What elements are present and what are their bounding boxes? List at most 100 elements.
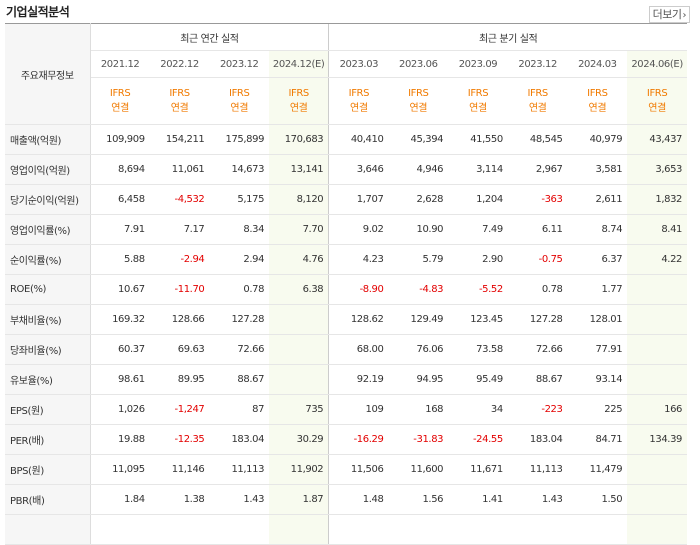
table-cell: 43,437 (627, 124, 687, 155)
table-cell: 5.88 (90, 244, 150, 275)
row-label: 당좌비율(%) (5, 334, 91, 365)
accounting-basis: IFRS 연결 (328, 77, 389, 125)
table-cell: -363 (507, 184, 568, 215)
table-cell: 34 (448, 394, 508, 425)
table-cell: 3,114 (448, 154, 508, 185)
row-header-label: 주요재무정보 (5, 23, 91, 125)
table-row: 당기순이익(억원) 6,458 -4,532 5,175 8,120 1,707 2,628… (5, 184, 687, 215)
period-header: 2024.03 (567, 50, 628, 78)
table-cell: 69.63 (149, 334, 210, 365)
more-button[interactable]: 더보기› (648, 6, 690, 23)
table-cell: 40,410 (328, 124, 389, 155)
table-cell: 170,683 (269, 124, 329, 155)
period-header: 2024.06(E) (627, 50, 687, 78)
row-label: 영업이익(억원) (5, 154, 91, 185)
table-cell: 1.43 (507, 484, 568, 515)
table-cell: 109 (328, 394, 389, 425)
table-cell (627, 484, 687, 515)
table-cell: 87 (209, 394, 270, 425)
scope-label: 연결 (588, 103, 607, 114)
table-cell: 11,113 (209, 454, 270, 485)
table-cell: 8,120 (269, 184, 329, 215)
table-cell: 109,909 (90, 124, 150, 155)
basis-label: IFRS (348, 88, 370, 99)
table-cell (507, 514, 568, 545)
table-cell (627, 514, 687, 545)
table-cell: 11,506 (328, 454, 389, 485)
table-cell: 72.66 (209, 334, 270, 365)
table-cell: 94.95 (388, 364, 449, 395)
table-cell: 129.49 (388, 304, 449, 335)
table-cell: 4.22 (627, 244, 687, 275)
table-cell: 127.28 (507, 304, 568, 335)
scope-label: 연결 (170, 103, 189, 114)
table-cell: 2,967 (507, 154, 568, 185)
table-cell: 5.79 (388, 244, 449, 275)
table-cell: 168 (388, 394, 449, 425)
group-quarter: 최근 분기 실적 (328, 23, 687, 51)
row-label: 부채비율(%) (5, 304, 91, 335)
table-cell: 225 (567, 394, 628, 425)
table-cell: 128.62 (328, 304, 389, 335)
table-cell: 11,095 (90, 454, 150, 485)
accounting-basis: IFRS 연결 (269, 77, 329, 125)
table-row: 당좌비율(%) 60.37 69.63 72.66 68.00 76.06 73.58 72.… (5, 334, 687, 365)
scope-label: 연결 (469, 103, 487, 114)
accounting-basis: IFRS 연결 (627, 77, 687, 125)
table-cell: 8,694 (90, 154, 150, 185)
table-cell (567, 514, 628, 545)
row-label: 영업이익률(%) (5, 214, 91, 245)
table-cell (388, 514, 449, 545)
table-cell: 735 (269, 394, 329, 425)
table-cell: -4.83 (388, 274, 449, 305)
period-header: 2023.06 (388, 50, 449, 78)
table-cell (90, 514, 150, 545)
table-cell (149, 514, 210, 545)
table-cell: 40,979 (567, 124, 628, 155)
accounting-basis: IFRS 연결 (507, 77, 568, 125)
table-row (5, 514, 687, 545)
period-header: 2023.12 (209, 50, 270, 78)
financial-summary-table: 주요재무정보 최근 연간 실적 최근 분기 실적 2021.12 2022.12 2023… (5, 23, 687, 545)
table-cell: 11,902 (269, 454, 329, 485)
chevron-right-icon: › (682, 10, 687, 21)
period-header: 2022.12 (149, 50, 210, 78)
row-label: PER(배) (5, 424, 91, 455)
period-header: 2023.12 (507, 50, 568, 78)
table-cell: 41,550 (448, 124, 508, 155)
basis-label: IFRS (109, 88, 131, 99)
scope-label: 연결 (289, 103, 308, 114)
basis-label: IFRS (408, 88, 429, 99)
table-cell: 1.56 (388, 484, 449, 515)
accounting-basis: IFRS 연결 (448, 77, 508, 125)
table-cell: 4,946 (388, 154, 449, 185)
table-row: BPS(원) 11,095 11,146 11,113 11,902 11,506 11,6… (5, 454, 687, 485)
table-cell: -2.94 (149, 244, 210, 275)
table-cell: 11,600 (388, 454, 449, 485)
table-cell (209, 514, 270, 545)
basis-label: IFRS (288, 88, 309, 99)
table-cell (627, 364, 687, 395)
table-cell: 154,211 (149, 124, 210, 155)
row-label (5, 514, 91, 545)
basis-label: IFRS (467, 88, 489, 99)
period-header: 2021.12 (90, 50, 150, 78)
table-cell: 68.00 (328, 334, 389, 365)
table-cell: 7.91 (90, 214, 150, 245)
period-header: 2024.12(E) (269, 50, 329, 78)
table-cell: 6.11 (507, 214, 568, 245)
table-row: ROE(%) 10.67 -11.70 0.78 6.38 -8.90 -4.83 -5.52… (5, 274, 687, 305)
basis-label: IFRS (229, 88, 250, 99)
table-cell (627, 304, 687, 335)
table-cell: 2.90 (448, 244, 508, 275)
table-cell: 6.37 (567, 244, 628, 275)
table-cell: -8.90 (328, 274, 389, 305)
table-cell: 7.70 (269, 214, 329, 245)
accounting-basis: IFRS 연결 (388, 77, 449, 125)
table-cell: 3,646 (328, 154, 389, 185)
table-cell: 88.67 (507, 364, 568, 395)
basis-label: IFRS (646, 88, 668, 99)
row-label: 매출액(억원) (5, 124, 91, 155)
table-cell: 72.66 (507, 334, 568, 365)
table-cell: 93.14 (567, 364, 628, 395)
